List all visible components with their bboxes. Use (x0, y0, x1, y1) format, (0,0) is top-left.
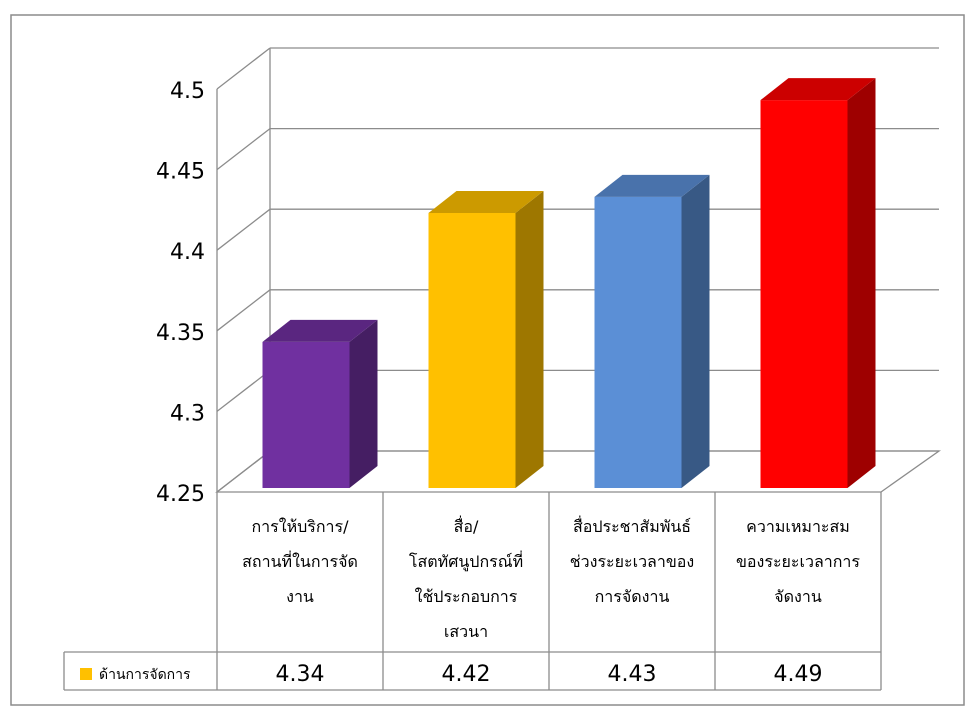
gridline-side (216, 128, 271, 171)
category-label: การจัดงาน (595, 587, 670, 606)
y-tick-label: 4.25 (156, 482, 205, 507)
gridline-side (216, 47, 271, 90)
category-label: จัดงาน (774, 587, 822, 606)
bar (262, 319, 378, 488)
y-tick-label: 4.5 (170, 79, 205, 104)
bar (428, 190, 544, 488)
category-label: ความเหมาะสม (746, 517, 850, 536)
bar-front (760, 100, 848, 489)
y-tick-label: 4.4 (170, 240, 205, 265)
chart-floor (215, 450, 942, 493)
bar-side (847, 78, 876, 489)
bar-side (681, 174, 710, 488)
gridline-side (216, 208, 271, 251)
gridline-side (216, 369, 271, 412)
bar-top (262, 319, 378, 342)
category-label: ของระยะเวลาการ (736, 552, 860, 571)
value-label: 4.34 (276, 662, 325, 687)
y-axis: 4.25 4.3 4.35 4.4 4.45 4.5 (156, 48, 271, 507)
category-label: สื่อ/ (454, 515, 479, 536)
bar-front (594, 196, 682, 488)
category-label: การให้บริการ/ (251, 517, 349, 536)
bar-top (594, 174, 710, 197)
y-tick-label: 4.45 (156, 160, 205, 185)
category-label: ช่วงระยะเวลาของ (570, 552, 694, 571)
data-table: การให้บริการ/สถานที่ในการจัดงาน สื่อ/โสตท… (63, 492, 882, 691)
category-label: เสวนา (444, 622, 488, 641)
value-label: 4.43 (608, 662, 657, 687)
category-label: สถานที่ในการจัด (242, 550, 358, 571)
bars (262, 78, 876, 489)
category-label: สื่อประชาสัมพันธ์ (573, 515, 691, 536)
bar-side (349, 319, 378, 488)
y-tick-label: 4.3 (170, 401, 205, 426)
bar-front (428, 212, 516, 488)
bar-top (428, 190, 544, 213)
bar-top (760, 78, 876, 101)
legend-label: ด้านการจัดการ (99, 667, 191, 683)
category-label: โสตทัศนูปกรณ์ที่ (409, 550, 523, 572)
bar (594, 174, 710, 488)
bar (760, 78, 876, 489)
gridline-side (216, 289, 271, 332)
bar-side (515, 190, 544, 488)
bar-front (262, 341, 350, 488)
category-label: ใช้ประกอบการ (415, 587, 518, 606)
value-label: 4.42 (442, 662, 491, 687)
category-label: งาน (286, 587, 314, 606)
legend-swatch (80, 668, 92, 680)
value-label: 4.49 (774, 662, 823, 687)
y-tick-label: 4.35 (156, 321, 205, 346)
